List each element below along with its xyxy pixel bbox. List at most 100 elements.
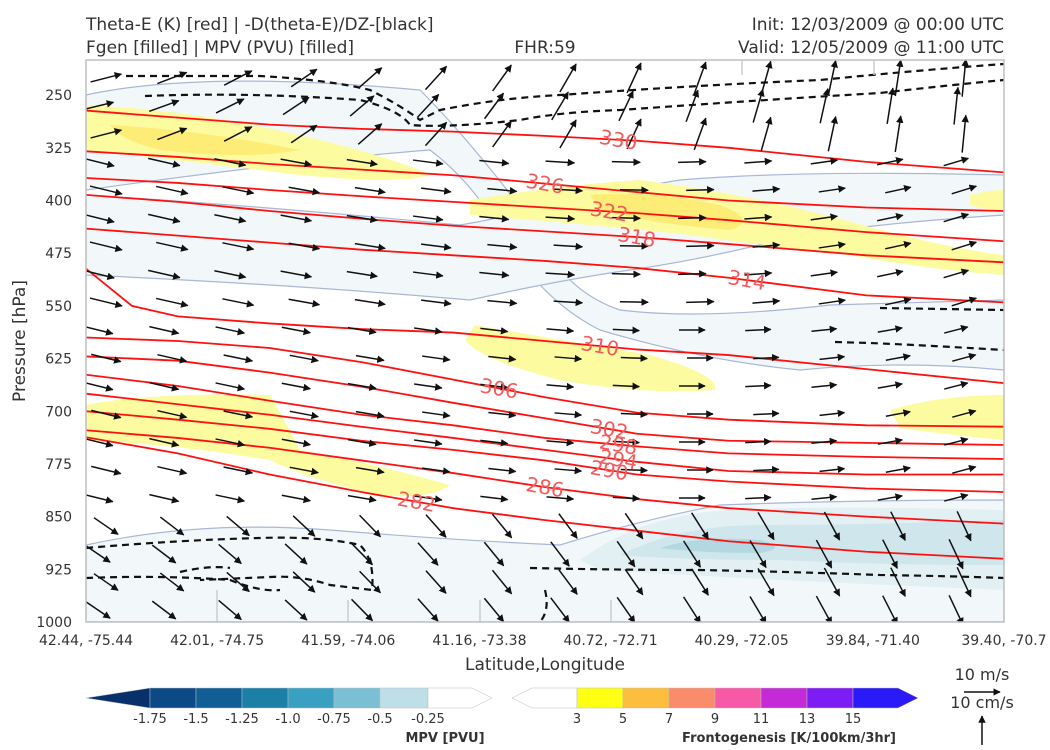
fgen-colorbar-tick: 3 [573,712,581,727]
wind-arrow [412,271,444,279]
wind-arrow [559,119,577,149]
wind-arrow [90,128,123,139]
wind-arrow [483,541,505,567]
wind-arrow [611,270,641,278]
wind-arrow [745,493,772,502]
wind-arrow [686,186,715,194]
wind-arrow [819,465,846,474]
wind-arrow [288,298,321,308]
fgen-colorbar-swatch [714,687,762,709]
wind-arrow [86,158,115,168]
wind-arrow [877,437,903,445]
wind-arrow [416,93,440,118]
wind-arrow [686,298,715,306]
wind-arrow [222,298,255,308]
wind-arrow [480,383,509,391]
theta-e-contour [86,355,1004,446]
wind-arrow [487,299,518,307]
wind-arrow [811,493,838,502]
theta-e-contour [86,193,1004,264]
wind-arrow [546,326,575,335]
wind-arrow [424,65,448,91]
wind-arrow [492,120,512,148]
wind-arrow [480,327,509,335]
wind-arrow [626,62,642,94]
wind-arrow [414,495,443,503]
wind-arrow [157,409,188,420]
x-tick-label: 42.44, -75.44 [39,633,133,649]
wind-arrow [355,466,385,475]
wind-arrow [290,68,318,88]
fgen-colorbar-tick: 15 [845,712,862,727]
wind-arrow [827,115,838,152]
wind-arrow [349,95,375,117]
wind-arrow [823,567,841,597]
wind-arrow [354,298,386,308]
wind-arrow [944,437,969,446]
wind-arrow [156,241,189,252]
wind-arrow [616,540,636,568]
wind-arrow [422,411,451,419]
wind-arrow [877,493,903,501]
wind-arrow [284,543,308,565]
wind-arrow [612,382,640,391]
fgen-colorbar-tick: 13 [799,712,816,727]
x-tick-label: 39.84, -71.40 [826,633,920,649]
x-axis-label: Latitude,Longitude [465,655,625,675]
wind-arrow [943,268,970,279]
mpv-colorbar-swatch [85,687,151,709]
wind-arrow [951,296,978,307]
wind-arrow [346,214,378,224]
wind-arrow [157,127,188,141]
wind-arrow [347,382,377,391]
fgen-colorbar-label: Frontogenesis [K/100km/3hr] [682,731,896,746]
wind-arrow [421,187,452,195]
wind-arrow [479,271,510,279]
wind-arrow [281,326,311,336]
wind-arrow [678,270,707,278]
theta-e-contour [86,227,1004,304]
wind-arrow [693,61,707,95]
wind-arrow [151,600,177,620]
wind-arrow [612,438,640,447]
wind-vectors [86,60,978,622]
wind-arrow [961,114,969,153]
wind-arrow [877,213,904,222]
theta-e-contour [86,336,1004,428]
wind-arrow [882,539,898,569]
wind-arrow [226,571,250,593]
wind-arrow [885,409,911,417]
wind-arrow [691,512,709,540]
wind-arrow [359,570,381,594]
wind-arrow [611,214,641,222]
wind-arrow [147,157,181,168]
wind-arrow [550,541,570,567]
wind-arrow [412,215,444,223]
wind-arrow [757,512,775,541]
wind-arrow [222,242,255,252]
wind-arrow [558,513,578,539]
wind-arrow [744,269,773,278]
mpv-colorbar-swatch [149,687,197,709]
wind-arrow [890,511,906,542]
wind-arrow [149,381,180,392]
mpv-colorbar-swatch [333,687,381,709]
wind-arrow [347,494,377,503]
wind-arrow [93,517,119,535]
wind-arrow [357,123,383,145]
wind-key-horizontal: 10 m/s [955,665,1010,684]
wind-arrow [215,494,246,504]
theta-e-contour [86,373,1004,460]
wind-arrow [223,70,253,86]
wind-arrow [894,60,904,97]
theta-e-contour [86,410,1004,493]
wind-arrow [753,353,780,362]
wind-arrow [157,465,188,476]
wind-arrow [885,296,912,306]
mpv-colorbar-tick: -1.25 [225,712,259,727]
fgen-colorbar-tick: 11 [753,712,770,727]
theta-e-contours [86,109,1004,560]
wind-arrow [819,409,846,418]
wind-arrow [811,381,838,390]
